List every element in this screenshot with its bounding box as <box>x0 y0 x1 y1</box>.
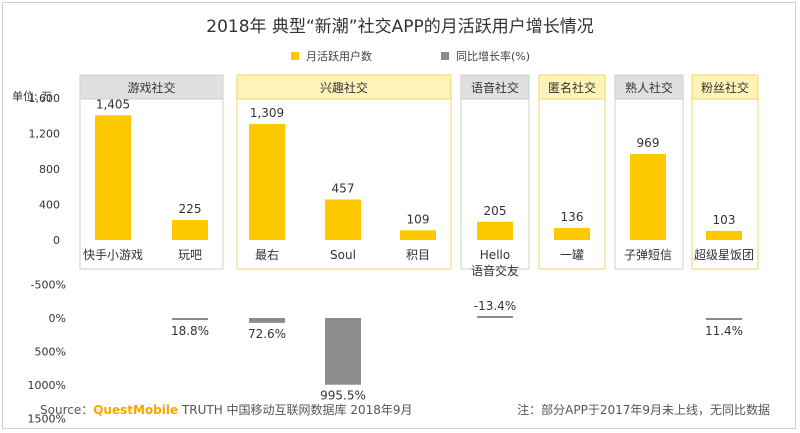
source-prefix: Source： <box>40 403 93 417</box>
growth-bar-2 <box>172 318 208 320</box>
y-tick-top-5: 1,600 <box>29 92 61 105</box>
mau-label-4: 457 <box>332 181 355 195</box>
group-panel-4 <box>538 98 606 270</box>
mau-bar-6 <box>477 221 513 240</box>
y-tick-top-2: 400 <box>39 199 60 212</box>
mau-bar-8 <box>630 154 666 240</box>
group-panel-3 <box>460 98 530 270</box>
group-label-1: 游戏社交 <box>127 80 175 95</box>
mau-label-6: 205 <box>484 204 507 218</box>
unit-label: 单位: 万 <box>12 89 52 103</box>
mau-label-8: 969 <box>637 136 660 150</box>
source-rest: TRUTH 中国移动互联网数据库 2018年9月 <box>178 402 412 417</box>
mau-bar-4 <box>325 199 361 240</box>
group-header-6 <box>691 74 759 100</box>
group-label-5: 熟人社交 <box>625 80 673 95</box>
category-label-9: 超级星饭团 <box>694 247 754 262</box>
group-panel-2 <box>236 98 452 270</box>
growth-label-2: 18.8% <box>171 324 209 338</box>
group-header-4 <box>538 74 606 100</box>
source-brand: QuestMobile <box>93 403 178 417</box>
mau-label-1: 1,405 <box>96 97 130 111</box>
category-label-8: 子弹短信 <box>624 248 672 262</box>
category-label-7: 一罐 <box>560 248 584 262</box>
group-header-2 <box>236 74 452 100</box>
growth-bar-9 <box>706 318 742 320</box>
category-label-4: Soul <box>330 248 356 262</box>
group-panel-6 <box>691 98 759 270</box>
group-header-1 <box>79 74 224 100</box>
legend-label-2: 同比增长率(%) <box>456 49 530 63</box>
growth-label-6: -13.4% <box>474 299 516 313</box>
group-header-3 <box>460 74 530 100</box>
legend-label-1: 月活跃用户数 <box>306 49 372 63</box>
mau-label-7: 136 <box>561 210 584 224</box>
growth-label-3: 72.6% <box>248 327 286 341</box>
category-label-6-line-2: 语音交友 <box>471 263 519 278</box>
group-label-3: 语音社交 <box>471 80 519 95</box>
source-text: Source：QuestMobile TRUTH 中国移动互联网数据库 2018… <box>40 402 413 417</box>
growth-bar-6 <box>477 316 513 318</box>
growth-label-9: 11.4% <box>705 324 743 338</box>
group-panel-5 <box>614 98 684 270</box>
mau-bar-5 <box>400 230 436 240</box>
group-label-6: 粉丝社交 <box>701 80 749 95</box>
y-tick-top-1: 0 <box>53 234 60 247</box>
y-tick-bottom-2: 0% <box>49 312 66 325</box>
legend-swatch-1 <box>291 52 299 60</box>
growth-bar-4 <box>325 318 361 385</box>
y-tick-bottom-1: -500% <box>31 279 66 292</box>
group-panel-1 <box>79 98 224 270</box>
mau-bar-7 <box>554 227 590 240</box>
y-tick-top-3: 800 <box>39 163 60 176</box>
group-label-4: 匿名社交 <box>548 80 596 95</box>
mau-bar-1 <box>95 115 131 240</box>
mau-label-2: 225 <box>179 202 202 216</box>
group-label-2: 兴趣社交 <box>320 80 368 95</box>
mau-label-3: 1,309 <box>250 106 284 120</box>
mau-bar-9 <box>706 230 742 240</box>
growth-bar-3 <box>249 318 285 323</box>
mau-label-5: 109 <box>407 212 430 226</box>
category-label-3: 最右 <box>255 247 279 262</box>
mau-label-9: 103 <box>713 213 736 227</box>
y-tick-bottom-5: 1500% <box>28 413 66 426</box>
legend-swatch-2 <box>441 52 449 60</box>
y-tick-bottom-4: 1000% <box>28 379 66 392</box>
y-tick-top-4: 1,200 <box>29 128 61 141</box>
chart-title: 2018年 典型“新潮”社交APP的月活跃用户增长情况 <box>206 17 593 37</box>
note-text: 注：部分APP于2017年9月未上线，无同比数据 <box>517 402 770 417</box>
mau-bar-2 <box>172 220 208 240</box>
category-label-6-line-1: Hello <box>480 248 510 262</box>
category-label-2: 玩吧 <box>178 248 202 262</box>
y-tick-bottom-3: 500% <box>35 346 66 359</box>
category-label-5: 积目 <box>406 248 430 262</box>
category-label-1: 快手小游戏 <box>83 248 143 262</box>
mau-bar-3 <box>249 123 285 240</box>
growth-label-4: 995.5% <box>320 389 366 403</box>
